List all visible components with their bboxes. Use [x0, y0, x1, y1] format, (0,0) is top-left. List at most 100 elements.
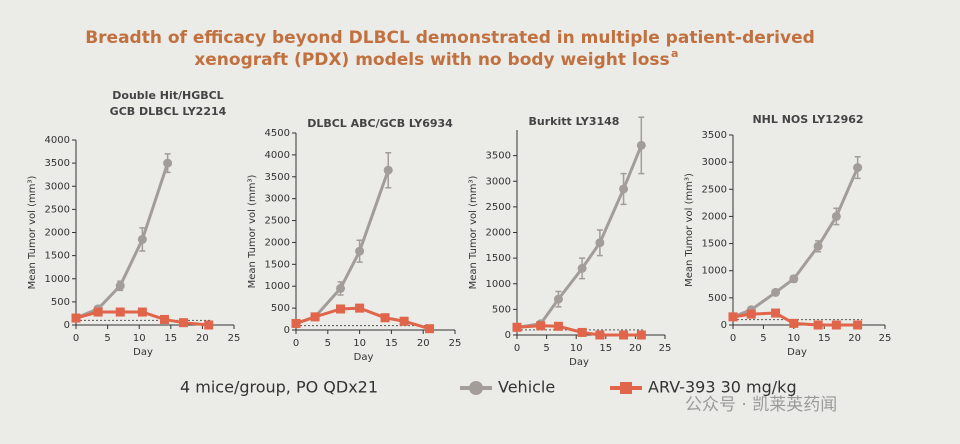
chart-title: GCB DLBCL LY2214 [110, 105, 227, 118]
marker [553, 294, 563, 304]
marker [853, 163, 863, 173]
x-tick-label: 25 [879, 333, 892, 344]
x-tick-label: 5 [543, 343, 549, 354]
y-tick-label: 3000 [45, 181, 70, 192]
y-tick-label: 3500 [486, 151, 511, 162]
legend-marker [469, 381, 483, 395]
x-tick-label: 10 [353, 338, 366, 349]
marker [619, 184, 629, 194]
y-tick-label: 0 [721, 320, 727, 331]
y-tick-label: 500 [708, 293, 727, 304]
marker [204, 320, 214, 330]
legend-label: Vehicle [498, 378, 555, 397]
x-axis-label: Day [133, 347, 153, 358]
x-tick-label: 10 [787, 333, 800, 344]
marker [399, 316, 409, 326]
y-tick-label: 1000 [486, 279, 511, 290]
y-tick-label: 1500 [45, 251, 70, 262]
y-tick-label: 3500 [45, 158, 70, 169]
x-tick-label: 15 [599, 343, 612, 354]
y-tick-label: 4000 [265, 150, 290, 161]
note: 4 mice/group, PO QDx21 [180, 378, 378, 397]
y-tick-label: 1000 [265, 281, 290, 292]
y-tick-label: 4500 [265, 128, 290, 139]
x-tick-label: 25 [228, 333, 241, 344]
marker [771, 287, 781, 297]
marker [93, 307, 103, 317]
x-tick-label: 20 [629, 343, 642, 354]
marker [512, 322, 522, 332]
marker [595, 238, 605, 248]
y-tick-label: 3000 [702, 157, 727, 168]
marker [115, 307, 125, 317]
y-tick-label: 3000 [486, 176, 511, 187]
watermark: 公众号 · 凯莱英药闻 [685, 395, 837, 415]
chart-title: NHL NOS LY12962 [752, 113, 863, 126]
x-axis-label: Day [569, 357, 589, 368]
x-axis-label: Day [354, 352, 374, 363]
y-axis-label: Mean Tumor vol (mm³) [247, 175, 258, 289]
y-tick-label: 3500 [702, 130, 727, 141]
marker [789, 274, 799, 284]
y-tick-label: 1500 [486, 253, 511, 264]
y-axis-label: Mean Tumor vol (mm³) [27, 176, 38, 290]
marker [383, 165, 393, 175]
x-tick-label: 0 [73, 333, 79, 344]
marker [178, 318, 188, 328]
marker [310, 312, 320, 322]
marker [771, 308, 781, 318]
y-tick-label: 1000 [702, 266, 727, 277]
marker [746, 309, 756, 319]
marker [636, 330, 646, 340]
marker [577, 263, 587, 273]
y-tick-label: 0 [284, 325, 290, 336]
y-tick-label: 2000 [45, 228, 70, 239]
marker [355, 246, 365, 256]
y-tick-label: 2500 [702, 184, 727, 195]
y-tick-label: 2000 [265, 237, 290, 248]
y-tick-label: 2000 [486, 228, 511, 239]
marker [336, 304, 346, 314]
marker [159, 314, 169, 324]
marker [813, 241, 823, 251]
y-tick-label: 2000 [702, 211, 727, 222]
marker [619, 330, 629, 340]
marker [355, 303, 365, 313]
x-tick-label: 15 [385, 338, 398, 349]
x-axis-label: Day [787, 347, 807, 358]
y-tick-label: 500 [492, 304, 511, 315]
x-tick-label: 5 [760, 333, 766, 344]
x-tick-label: 10 [133, 333, 146, 344]
chart-title: Burkitt LY3148 [529, 115, 620, 128]
x-tick-label: 0 [293, 338, 299, 349]
marker [137, 234, 147, 244]
y-tick-label: 500 [271, 303, 290, 314]
marker [71, 313, 81, 323]
x-tick-label: 5 [325, 338, 331, 349]
legend-marker [620, 382, 632, 394]
y-tick-label: 0 [505, 330, 511, 341]
x-tick-label: 10 [570, 343, 583, 354]
marker [336, 283, 346, 293]
main-title: xenograft (PDX) models with no body weig… [194, 50, 669, 70]
marker [789, 318, 799, 328]
x-tick-label: 25 [449, 338, 462, 349]
marker [137, 307, 147, 317]
x-tick-label: 0 [730, 333, 736, 344]
x-tick-label: 20 [417, 338, 430, 349]
y-tick-label: 1500 [702, 239, 727, 250]
x-tick-label: 15 [818, 333, 831, 344]
marker [536, 321, 546, 331]
main-title: Breadth of efficacy beyond DLBCL demonst… [85, 28, 815, 48]
x-tick-label: 5 [104, 333, 110, 344]
marker [291, 318, 301, 328]
y-tick-label: 1000 [45, 274, 70, 285]
title-superscript: a [671, 47, 678, 60]
y-tick-label: 3000 [265, 194, 290, 205]
y-tick-label: 1500 [265, 259, 290, 270]
y-tick-label: 0 [64, 320, 70, 331]
marker [636, 140, 646, 150]
